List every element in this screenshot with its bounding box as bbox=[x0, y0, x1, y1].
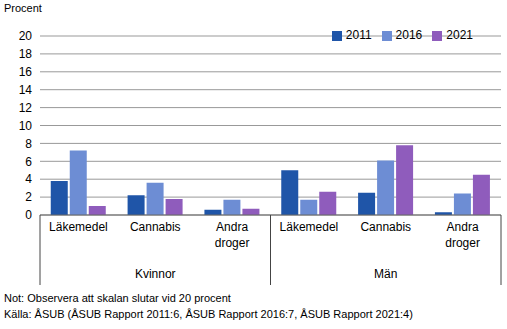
svg-text:18: 18 bbox=[19, 47, 33, 61]
svg-text:Andra: Andra bbox=[447, 220, 479, 234]
svg-text:20: 20 bbox=[19, 29, 33, 43]
html-text:2021: 2021 bbox=[446, 28, 473, 42]
svg-text:droger: droger bbox=[445, 236, 480, 250]
html-text:Procent: Procent bbox=[4, 2, 42, 14]
html-text:Not: Observera att skalan slut: Not: Observera att skalan slutar vid 20 … bbox=[4, 292, 231, 304]
svg-text:Kvinnor: Kvinnor bbox=[135, 267, 176, 281]
svg-text:2: 2 bbox=[25, 190, 32, 204]
svg-text:6: 6 bbox=[25, 155, 32, 169]
svg-text:Läkemedel: Läkemedel bbox=[49, 220, 108, 234]
svg-text:Andra: Andra bbox=[216, 220, 248, 234]
svg-text:Läkemedel: Läkemedel bbox=[280, 220, 339, 234]
svg-text:4: 4 bbox=[25, 172, 32, 186]
svg-text:10: 10 bbox=[19, 119, 33, 133]
html-text:Källa: ÅSUB (ÅSUB Rapport 2011: Källa: ÅSUB (ÅSUB Rapport 2011:6, ÅSUB R… bbox=[4, 308, 413, 320]
svg-text:8: 8 bbox=[25, 137, 32, 151]
svg-text:14: 14 bbox=[19, 83, 33, 97]
svg-text:Cannabis: Cannabis bbox=[130, 220, 181, 234]
svg-text:16: 16 bbox=[19, 65, 33, 79]
svg-text:Män: Män bbox=[374, 267, 397, 281]
svg-text:0: 0 bbox=[25, 208, 32, 222]
svg-text:12: 12 bbox=[19, 101, 33, 115]
svg-text:droger: droger bbox=[215, 236, 250, 250]
svg-text:Cannabis: Cannabis bbox=[360, 220, 411, 234]
html-text:2016: 2016 bbox=[395, 28, 423, 42]
html-text:2011: 2011 bbox=[345, 28, 372, 42]
